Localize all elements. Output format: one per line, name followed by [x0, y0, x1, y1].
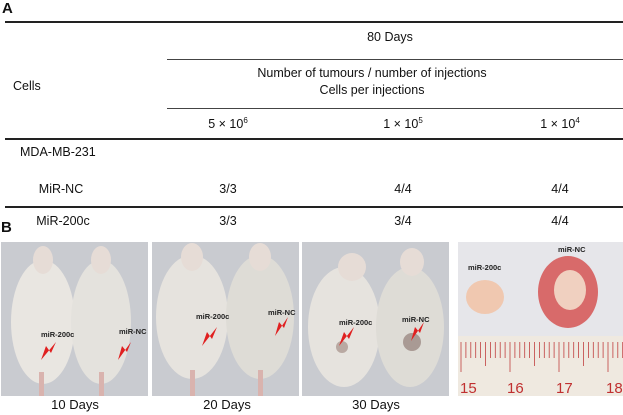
panel-a-label: A [2, 0, 13, 17]
column-header: 1 × 104 [540, 116, 580, 132]
photo-caption: 10 Days [51, 397, 99, 412]
tumour-label: miR-NC [558, 245, 586, 254]
table-top-rule [5, 21, 623, 23]
arrow-icon [41, 342, 56, 360]
tumour-photo: miR-200c miR-NC 15 16 17 18 [458, 242, 623, 396]
ruler-number: 15 [460, 380, 477, 396]
panel-b-label: B [1, 219, 12, 236]
column-header: 5 × 106 [208, 116, 248, 132]
table-cell: 3/3 [219, 182, 237, 196]
header-bottom-rule [5, 138, 623, 140]
photo-label: miR-200c [339, 318, 372, 327]
group-label: MDA-MB-231 [20, 145, 96, 159]
header-rule [167, 59, 623, 60]
photo-caption: 30 Days [352, 397, 400, 412]
arrow-icon [411, 322, 424, 341]
photo-label: miR-200c [41, 330, 74, 339]
subheader-rule [167, 108, 623, 109]
table-cell: 3/4 [394, 214, 412, 228]
row-label: MiR-200c [36, 214, 90, 228]
mouse-photo-10-days: miR-200c miR-NC [1, 242, 148, 396]
photo-label: miR-NC [402, 315, 430, 324]
ruler-number: 18 [606, 380, 623, 396]
header-metric-line2: Cells per injections [319, 83, 425, 97]
photo-label: miR-NC [119, 327, 147, 336]
photo-label: miR-200c [196, 312, 229, 321]
arrow-icon [339, 327, 354, 346]
photo-label: miR-NC [268, 308, 296, 317]
table-cell: 4/4 [394, 182, 412, 196]
ruler-number: 17 [556, 380, 573, 396]
arrow-icon [118, 342, 131, 360]
table-cell: 4/4 [551, 214, 569, 228]
mouse-photo-20-days: miR-200c miR-NC [152, 242, 299, 396]
ruler-number: 16 [507, 380, 524, 396]
table-cell: 3/3 [219, 214, 237, 228]
header-days: 80 Days [367, 30, 413, 44]
header-cells: Cells [13, 79, 41, 93]
column-header: 1 × 105 [383, 116, 423, 132]
mouse-photo-30-days: miR-200c miR-NC [302, 242, 449, 396]
tumour-label: miR-200c [468, 263, 501, 272]
arrow-icon [275, 317, 288, 336]
header-metric-line1: Number of tumours / number of injections [257, 66, 487, 80]
table-bottom-rule [5, 206, 623, 208]
row-label: MiR-NC [38, 182, 84, 196]
photo-caption: 20 Days [203, 397, 251, 412]
table-cell: 4/4 [551, 182, 569, 196]
arrow-icon [202, 327, 217, 346]
